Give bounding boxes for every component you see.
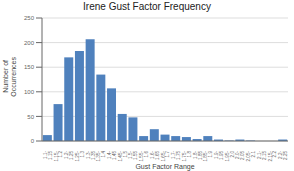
svg-text:1.75-1.8: 1.75-1.8 xyxy=(181,151,191,162)
svg-text:1.25-1.3: 1.25-1.3 xyxy=(74,151,84,162)
svg-text:1.9-1.95: 1.9-1.95 xyxy=(214,151,224,160)
svg-text:1.8-1.85: 1.8-1.85 xyxy=(192,151,202,160)
svg-text:2.15-2.2: 2.15-2.2 xyxy=(267,151,277,162)
svg-text:2.1-2.15: 2.1-2.15 xyxy=(256,151,266,160)
svg-text:2.05-2.1: 2.05-2.1 xyxy=(246,151,256,162)
html-text:Irene Gust Factor Frequency: Irene Gust Factor Frequency xyxy=(83,1,211,12)
svg-text:1.2-1.25: 1.2-1.25 xyxy=(64,151,74,160)
svg-text:1.6-1.65: 1.6-1.65 xyxy=(149,151,159,160)
svg-text:1.65-1.7: 1.65-1.7 xyxy=(160,151,170,162)
svg-text:1.35-1.4: 1.35-1.4 xyxy=(96,151,106,162)
svg-text:1.5-1.55: 1.5-1.55 xyxy=(128,151,138,160)
svg-text:200: 200 xyxy=(24,40,35,46)
svg-text:1.55-1.6: 1.55-1.6 xyxy=(139,151,149,162)
svg-text:150: 150 xyxy=(24,64,35,70)
svg-text:250: 250 xyxy=(24,15,35,21)
svg-text:1.45-1.5: 1.45-1.5 xyxy=(117,151,127,162)
svg-text:1.95-2.0: 1.95-2.0 xyxy=(224,151,234,162)
svg-text:Gust Factor Range: Gust Factor Range xyxy=(135,163,194,171)
svg-text:50: 50 xyxy=(27,114,34,120)
svg-text:0: 0 xyxy=(31,138,35,144)
svg-text:2.0-2.05: 2.0-2.05 xyxy=(235,151,245,160)
svg-text:1.7-1.75: 1.7-1.75 xyxy=(171,151,181,160)
svg-text:1.85-1.9: 1.85-1.9 xyxy=(203,151,213,162)
svg-text:2.2-2.25: 2.2-2.25 xyxy=(278,151,286,160)
svg-text:1.15-1.2: 1.15-1.2 xyxy=(53,151,63,162)
html-text:Number of Occurrences: Number of Occurrences xyxy=(2,56,17,97)
svg-text:1.4-1.45: 1.4-1.45 xyxy=(107,151,117,160)
svg-text:100: 100 xyxy=(24,89,35,95)
svg-text:1.3-1.35: 1.3-1.35 xyxy=(85,151,95,160)
svg-text:1.1-1.15: 1.1-1.15 xyxy=(42,151,52,160)
